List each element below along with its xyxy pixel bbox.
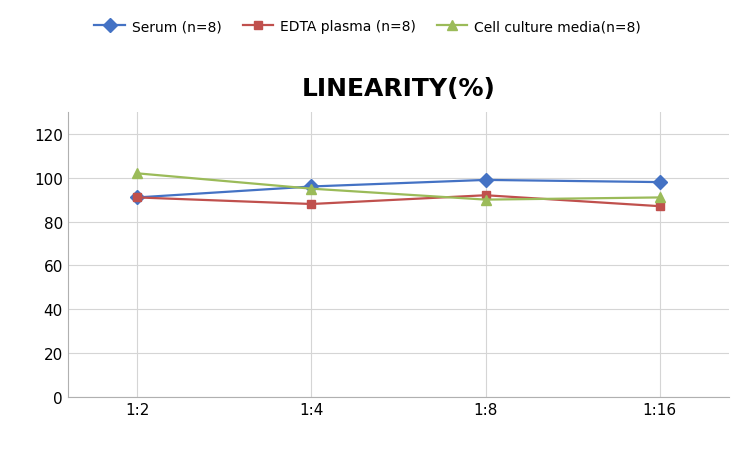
Cell culture media(n=8) — [133, 171, 142, 177]
EDTA plasma (n=8) — [481, 193, 490, 198]
Cell culture media(n=8) — [481, 198, 490, 203]
Serum (n=8) — [481, 178, 490, 183]
Cell culture media(n=8) — [655, 195, 664, 201]
Serum (n=8) — [307, 184, 316, 190]
Title: LINEARITY(%): LINEARITY(%) — [302, 77, 496, 101]
Serum (n=8) — [655, 180, 664, 185]
EDTA plasma (n=8) — [307, 202, 316, 207]
EDTA plasma (n=8) — [655, 204, 664, 209]
EDTA plasma (n=8) — [133, 195, 142, 201]
Line: Cell culture media(n=8): Cell culture media(n=8) — [132, 169, 665, 205]
Legend: Serum (n=8), EDTA plasma (n=8), Cell culture media(n=8): Serum (n=8), EDTA plasma (n=8), Cell cul… — [95, 20, 641, 34]
Line: EDTA plasma (n=8): EDTA plasma (n=8) — [133, 192, 664, 211]
Serum (n=8) — [133, 195, 142, 201]
Line: Serum (n=8): Serum (n=8) — [132, 175, 665, 203]
Cell culture media(n=8) — [307, 187, 316, 192]
